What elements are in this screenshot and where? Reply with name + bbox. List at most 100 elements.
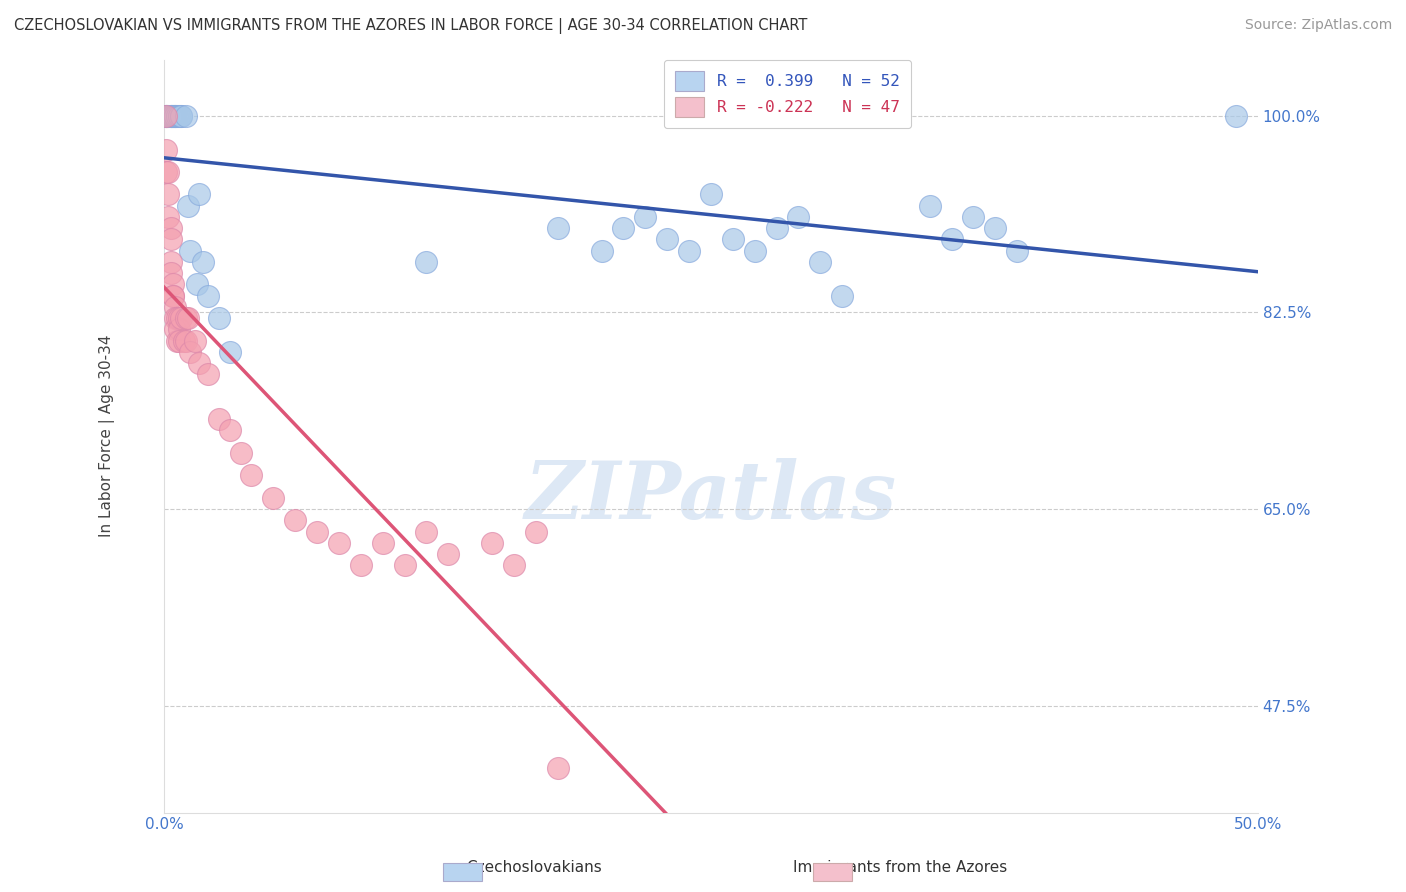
Point (179, 344, 201, 359)
Point (169, 311, 191, 326)
Point (155, 109, 177, 123)
Point (155, 143, 177, 157)
Point (208, 412, 231, 426)
Point (218, 344, 240, 359)
Point (159, 221, 181, 235)
Point (179, 244, 201, 258)
Point (166, 109, 188, 123)
Point (197, 288, 219, 302)
Point (765, 221, 787, 235)
Point (177, 199, 200, 213)
Text: Immigrants from the Azores: Immigrants from the Azores (793, 861, 1007, 875)
Point (437, 547, 460, 561)
Point (657, 232, 679, 246)
Point (612, 221, 634, 235)
Point (169, 334, 191, 348)
Point (262, 491, 284, 505)
Point (163, 109, 186, 123)
Point (186, 277, 208, 292)
Point (481, 536, 503, 550)
Point (678, 244, 700, 258)
Point (159, 109, 181, 123)
Point (918, 199, 941, 213)
Point (415, 524, 437, 539)
Point (159, 255, 181, 269)
Point (174, 109, 197, 123)
Point (177, 311, 200, 326)
Point (162, 288, 184, 302)
Point (218, 424, 240, 438)
Point (163, 109, 186, 123)
Point (155, 109, 177, 123)
Point (721, 232, 744, 246)
Point (547, 761, 569, 775)
Point (169, 322, 191, 336)
Point (162, 288, 184, 302)
Point (229, 446, 252, 460)
Point (169, 109, 191, 123)
Point (808, 255, 831, 269)
Point (170, 311, 193, 326)
Text: Czechoslovakians: Czechoslovakians (467, 861, 602, 875)
Text: ZIPatlas: ZIPatlas (524, 458, 897, 535)
Point (166, 311, 188, 326)
Point (166, 109, 188, 123)
Point (394, 558, 416, 573)
Point (328, 536, 350, 550)
Point (162, 109, 184, 123)
Point (415, 255, 437, 269)
Point (524, 524, 547, 539)
Point (157, 187, 180, 202)
Point (174, 334, 197, 348)
Point (962, 210, 984, 224)
Y-axis label: In Labor Force | Age 30-34: In Labor Force | Age 30-34 (100, 334, 115, 537)
Point (371, 536, 394, 550)
Point (162, 277, 184, 292)
Point (831, 288, 853, 302)
Point (503, 558, 526, 573)
Point (163, 311, 186, 326)
Point (169, 109, 191, 123)
Point (163, 322, 186, 336)
Point (174, 311, 197, 326)
Point (159, 109, 181, 123)
Point (170, 109, 193, 123)
Point (787, 210, 810, 224)
Text: Source: ZipAtlas.com: Source: ZipAtlas.com (1244, 18, 1392, 32)
Point (155, 165, 177, 179)
Point (984, 221, 1007, 235)
Point (159, 109, 181, 123)
Text: CZECHOSLOVAKIAN VS IMMIGRANTS FROM THE AZORES IN LABOR FORCE | AGE 30-34 CORRELA: CZECHOSLOVAKIAN VS IMMIGRANTS FROM THE A… (14, 18, 807, 34)
Point (183, 334, 205, 348)
Point (744, 244, 766, 258)
Point (188, 187, 211, 202)
Point (240, 468, 263, 483)
Point (547, 221, 569, 235)
Point (307, 524, 329, 539)
Point (157, 165, 180, 179)
Point (941, 232, 963, 246)
Point (284, 513, 307, 527)
Point (155, 109, 177, 123)
Point (159, 109, 181, 123)
Point (159, 232, 181, 246)
Point (1225, 109, 1247, 123)
Point (197, 368, 219, 382)
Point (193, 255, 215, 269)
Point (162, 109, 184, 123)
Point (157, 109, 180, 123)
Point (159, 266, 181, 280)
Point (163, 300, 186, 314)
Point (173, 334, 195, 348)
Point (188, 356, 211, 370)
Point (700, 187, 723, 202)
Legend: R =  0.399   N = 52, R = -0.222   N = 47: R = 0.399 N = 52, R = -0.222 N = 47 (664, 60, 911, 128)
Point (170, 109, 193, 123)
Point (163, 109, 186, 123)
Point (157, 210, 180, 224)
Point (155, 109, 177, 123)
Point (155, 109, 177, 123)
Point (634, 210, 657, 224)
Point (591, 244, 613, 258)
Point (350, 558, 373, 573)
